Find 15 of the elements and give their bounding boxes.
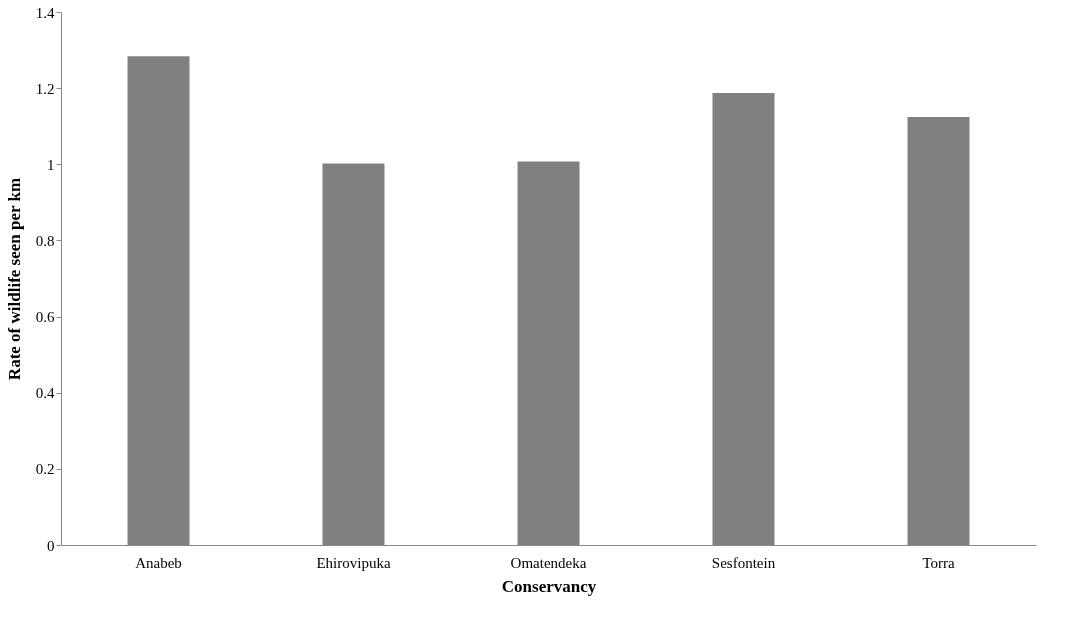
x-tick-label: Anabeb bbox=[135, 554, 182, 571]
x-tick-label: Torra bbox=[922, 554, 955, 571]
y-tick-label: 0.6 bbox=[35, 309, 55, 326]
x-tick-label: Ehirovipuka bbox=[316, 554, 391, 571]
y-tick-label: 1 bbox=[47, 156, 55, 173]
y-tick-label: 1.2 bbox=[35, 80, 55, 97]
x-tick-label: Sesfontein bbox=[711, 554, 776, 571]
y-tick-label: 0.4 bbox=[35, 385, 55, 402]
y-tick-label: 0.2 bbox=[35, 461, 55, 478]
y-axis-title: Rate of wildlife seen per km bbox=[4, 177, 24, 381]
y-tick-label: 0 bbox=[47, 537, 55, 554]
y-tick-label: 0.8 bbox=[35, 232, 55, 249]
y-tick-label: 1.4 bbox=[35, 4, 55, 21]
x-tick-label: Omatendeka bbox=[510, 554, 587, 571]
x-axis-title: Conservancy bbox=[501, 576, 597, 596]
